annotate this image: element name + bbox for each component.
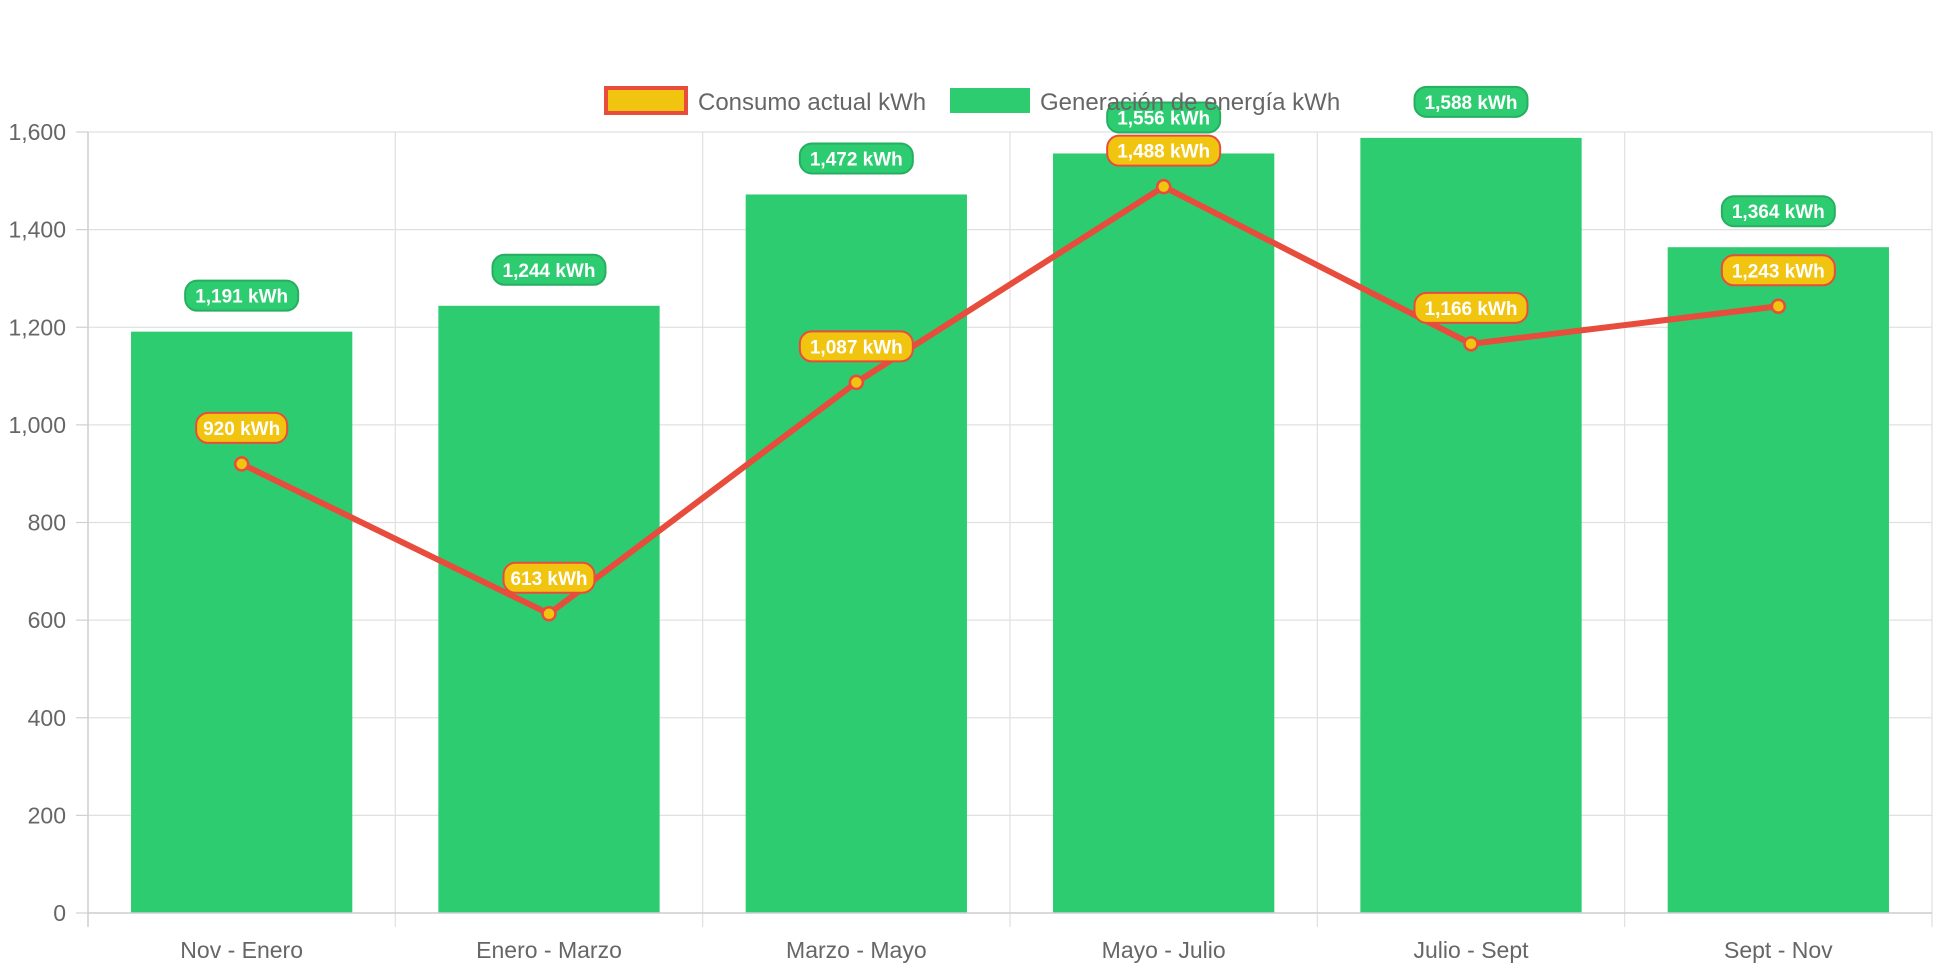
data-label-consumo: 1,087 kWh xyxy=(798,330,914,363)
data-label-consumo-bg xyxy=(1720,254,1836,287)
data-label-generacion-bg xyxy=(1413,85,1529,118)
legend-swatch-generacion xyxy=(950,88,1030,113)
data-label-consumo: 1,243 kWh xyxy=(1720,254,1836,287)
point-consumo[interactable] xyxy=(1155,178,1172,195)
bar-layer xyxy=(131,137,1889,914)
bar-generacion[interactable] xyxy=(1667,247,1889,913)
data-label-consumo-bg xyxy=(1413,291,1529,324)
x-tick-label: Mayo - Julio xyxy=(1102,937,1226,963)
point-consumo[interactable] xyxy=(1463,336,1479,352)
grid-layer xyxy=(87,131,1933,927)
data-label-generacion-text: 1,588 kWh xyxy=(1425,93,1518,114)
label-layer: 1,191 kWh 1,244 kWh 1,472 kWh 1,556 kWh 1,58… xyxy=(184,85,1836,594)
data-label-generacion-bg xyxy=(1720,195,1836,228)
y-tick-label: 600 xyxy=(28,607,66,633)
x-tick-label: Enero - Marzo xyxy=(476,937,622,963)
y-tick-label: 1,000 xyxy=(8,412,66,438)
data-label-generacion: 1,364 kWh xyxy=(1720,195,1836,228)
data-label-generacion-text: 1,472 kWh xyxy=(810,149,903,170)
line-layer xyxy=(233,178,1787,622)
point-consumo[interactable] xyxy=(233,456,250,472)
y-tick-label: 1,400 xyxy=(8,217,66,243)
data-label-generacion-bg xyxy=(798,142,914,175)
data-label-generacion: 1,472 kWh xyxy=(798,142,914,175)
y-tick-label: 400 xyxy=(28,705,66,731)
x-tick-label: Sept - Nov xyxy=(1724,937,1833,963)
data-label-generacion: 1,244 kWh xyxy=(491,253,607,286)
legend-item-generacion[interactable]: Generación de energía kWh xyxy=(950,88,1340,116)
data-label-consumo: 1,488 kWh xyxy=(1106,134,1222,167)
data-label-generacion-text: 1,556 kWh xyxy=(1117,108,1210,129)
legend: Consumo actual kWh Generación de energía… xyxy=(604,86,1340,116)
data-label-consumo-text: 920 kWh xyxy=(203,419,280,440)
legend-label-generacion: Generación de energía kWh xyxy=(1040,89,1340,116)
y-tick-label: 1,200 xyxy=(8,314,66,340)
legend-label-consumo: Consumo actual kWh xyxy=(698,89,926,116)
data-label-consumo-text: 1,243 kWh xyxy=(1732,261,1825,282)
y-tick-label: 1,600 xyxy=(8,119,66,145)
legend-swatch-consumo xyxy=(604,86,688,115)
axis-layer: 0 200 400 600 800 1,000 1,200 1,400 1,600 Nov - E… xyxy=(8,119,1932,963)
data-label-generacion-text: 1,191 kWh xyxy=(195,287,288,308)
data-label-consumo: 1,166 kWh xyxy=(1413,291,1529,324)
data-label-consumo: 920 kWh xyxy=(195,411,289,444)
point-consumo[interactable] xyxy=(848,374,865,391)
data-label-generacion: 1,556 kWh xyxy=(1106,101,1222,134)
legend-item-consumo[interactable]: Consumo actual kWh xyxy=(604,86,926,116)
point-consumo[interactable] xyxy=(541,606,557,622)
y-tick-label: 200 xyxy=(28,802,66,828)
data-label-consumo-text: 1,087 kWh xyxy=(810,337,903,358)
x-tick-label: Julio - Sept xyxy=(1413,937,1529,963)
data-label-generacion-bg xyxy=(491,253,607,286)
data-label-consumo-bg xyxy=(798,330,914,363)
data-label-generacion-text: 1,244 kWh xyxy=(503,261,596,282)
data-label-consumo-bg xyxy=(1106,134,1222,167)
data-label-generacion-text: 1,364 kWh xyxy=(1732,202,1825,223)
bar-generacion[interactable] xyxy=(1360,137,1582,914)
bar-generacion[interactable] xyxy=(745,194,967,914)
data-label-consumo: 613 kWh xyxy=(502,561,596,594)
line-consumo xyxy=(238,183,1782,617)
data-label-generacion-bg xyxy=(1106,101,1222,134)
data-label-consumo-text: 613 kWh xyxy=(510,569,587,590)
point-consumo[interactable] xyxy=(1770,298,1787,315)
y-tick-label: 0 xyxy=(53,900,66,926)
data-label-generacion: 1,588 kWh xyxy=(1413,85,1529,118)
data-label-consumo-bg xyxy=(502,561,596,594)
x-tick-label: Nov - Enero xyxy=(180,937,303,963)
y-tick-label: 800 xyxy=(28,510,66,536)
data-label-consumo-bg xyxy=(195,411,289,444)
data-label-generacion-bg xyxy=(184,279,300,312)
bar-generacion[interactable] xyxy=(1053,153,1275,914)
x-tick-label: Marzo - Mayo xyxy=(786,937,927,963)
data-label-consumo-text: 1,166 kWh xyxy=(1425,299,1518,320)
data-label-consumo-text: 1,488 kWh xyxy=(1117,142,1210,163)
data-label-generacion: 1,191 kWh xyxy=(184,279,300,312)
